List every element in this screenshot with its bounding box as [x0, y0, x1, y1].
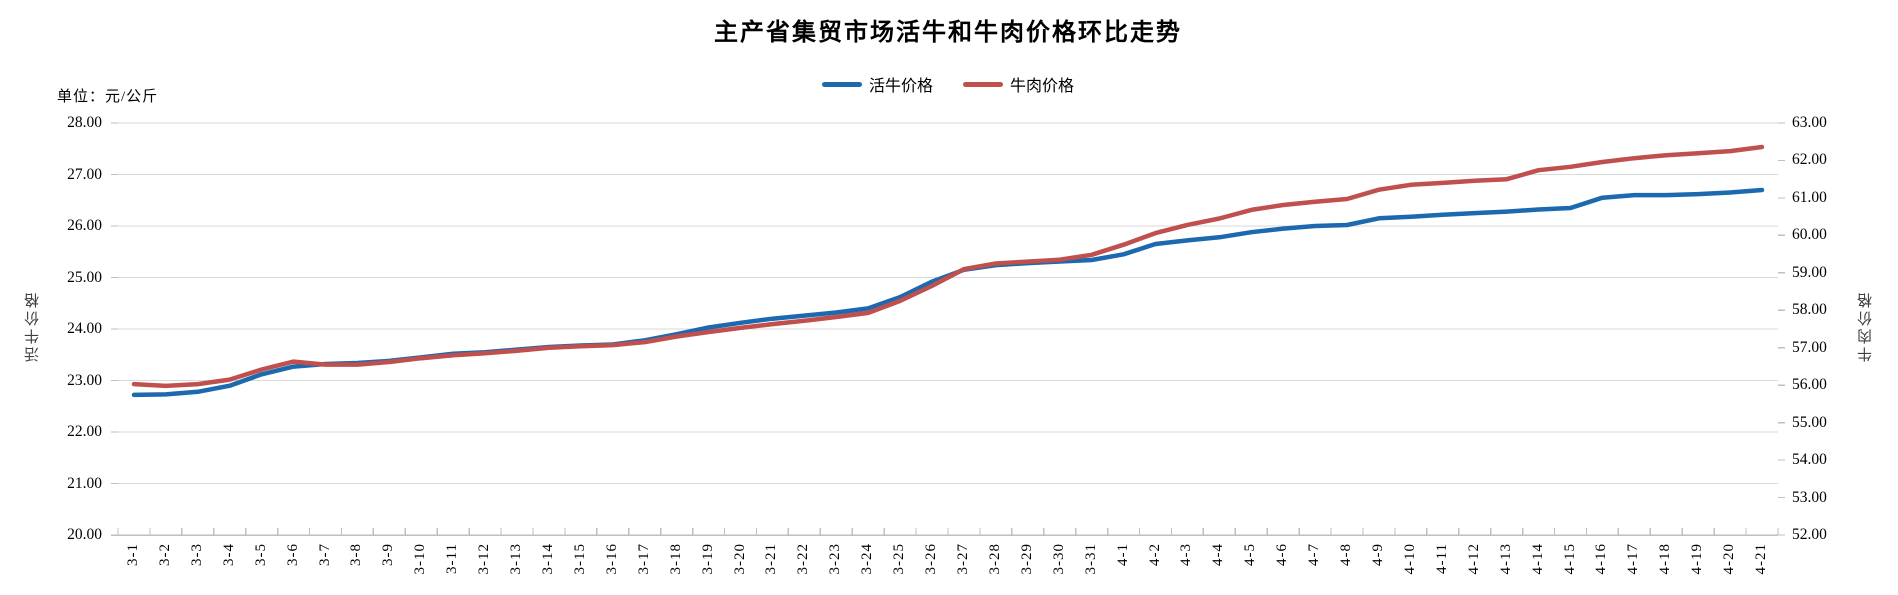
- x-axis-label: 4-6: [1274, 543, 1291, 566]
- x-axis-label: 3-24: [859, 543, 876, 575]
- x-axis-label: 3-20: [731, 543, 748, 575]
- x-axis-label: 4-7: [1306, 543, 1323, 566]
- x-axis-label: 4-16: [1593, 543, 1610, 575]
- chart-legend: 活牛价格 牛肉价格: [118, 72, 1778, 96]
- left-axis-tick-label: 25.00: [67, 268, 102, 286]
- right-axis-tick-label: 57.00: [1792, 338, 1827, 356]
- right-axis-tick-label: 56.00: [1792, 376, 1827, 394]
- x-axis-label: 4-2: [1146, 543, 1163, 566]
- x-axis-label: 4-19: [1689, 543, 1706, 575]
- x-axis-label: 3-6: [284, 543, 301, 566]
- legend-line-swatch-beef: [963, 81, 1003, 87]
- x-axis-label: 4-5: [1242, 543, 1259, 566]
- x-axis-label: 3-8: [348, 543, 365, 566]
- legend-label-beef: 牛肉价格: [1010, 78, 1075, 95]
- x-axis-label: 4-1: [1114, 543, 1131, 566]
- legend-item-live-cattle: 活牛价格: [821, 72, 933, 96]
- x-axis-label: 3-25: [891, 543, 908, 575]
- right-axis-tick-label: 59.00: [1792, 263, 1827, 281]
- x-axis-label: 3-15: [571, 543, 588, 575]
- right-axis-tick-label: 52.00: [1792, 526, 1827, 543]
- x-axis-label: 3-10: [412, 543, 429, 575]
- x-axis-label: 3-31: [1082, 543, 1099, 575]
- x-axis-label: 4-14: [1529, 543, 1546, 575]
- x-axis-label: 4-12: [1465, 543, 1482, 575]
- x-axis-label: 4-10: [1401, 543, 1418, 575]
- x-axis-label: 4-17: [1625, 543, 1642, 575]
- right-axis-tick-label: 62.00: [1792, 151, 1827, 169]
- x-axis-label: 3-7: [316, 543, 333, 566]
- left-axis-tick-label: 27.00: [67, 165, 102, 183]
- x-axis-label: 3-1: [124, 543, 141, 566]
- x-axis-label: 3-21: [763, 543, 780, 575]
- x-axis-label: 4-21: [1753, 543, 1770, 575]
- x-axis-label: 3-26: [923, 543, 940, 575]
- x-axis-label: 3-5: [252, 543, 269, 566]
- x-axis-label: 4-20: [1721, 543, 1738, 575]
- x-axis-label: 3-3: [188, 543, 205, 566]
- x-axis-label: 4-18: [1657, 543, 1674, 575]
- right-axis-tick-label: 55.00: [1792, 413, 1827, 431]
- left-axis-tick-label: 22.00: [67, 423, 102, 440]
- right-axis-tick-label: 54.00: [1792, 451, 1827, 469]
- x-axis-label: 3-18: [667, 543, 684, 575]
- x-axis-label: 3-2: [156, 543, 173, 566]
- x-axis-label: 3-29: [1018, 543, 1035, 575]
- x-axis-label: 4-9: [1369, 543, 1386, 566]
- unit-label: 单位：元/公斤: [57, 89, 159, 105]
- x-axis-label: 4-8: [1338, 543, 1355, 566]
- right-axis-tick-label: 53.00: [1792, 488, 1827, 506]
- x-axis-label: 3-9: [380, 543, 397, 566]
- x-axis-label: 3-11: [444, 543, 461, 574]
- left-axis-tick-label: 23.00: [67, 371, 102, 389]
- legend-line-swatch-live-cattle: [821, 81, 862, 87]
- right-axis-tick-label: 63.00: [1792, 114, 1827, 131]
- x-axis-label: 4-15: [1561, 543, 1578, 575]
- x-axis-label: 4-3: [1178, 543, 1195, 566]
- right-axis-tick-label: 58.00: [1792, 301, 1827, 319]
- series-line-beef: [131, 144, 1765, 389]
- left-axis-tick-label: 28.00: [67, 114, 102, 131]
- x-axis-label: 3-19: [699, 543, 716, 575]
- x-axis-label: 3-22: [795, 543, 812, 575]
- left-axis-tick-label: 26.00: [67, 217, 102, 234]
- right-axis-tick-label: 60.00: [1792, 226, 1827, 244]
- x-axis-label: 3-4: [220, 543, 237, 566]
- x-axis-label: 4-11: [1433, 543, 1450, 574]
- x-axis-label: 3-14: [539, 543, 556, 575]
- x-axis-label: 3-16: [603, 543, 620, 575]
- x-axis-label: 4-13: [1497, 543, 1514, 575]
- x-axis-label: 4-4: [1210, 543, 1227, 566]
- left-axis-tick-label: 21.00: [67, 474, 102, 492]
- x-axis-label: 3-17: [635, 543, 652, 575]
- x-axis-label: 3-12: [476, 543, 493, 575]
- chart-title: 主产省集贸市场活牛和牛肉价格环比走势: [714, 20, 1182, 46]
- left-axis-tick-label: 24.00: [67, 320, 102, 337]
- x-axis-label: 3-13: [508, 543, 525, 575]
- x-axis-label: 3-27: [954, 543, 971, 575]
- legend-label-live-cattle: 活牛价格: [868, 78, 933, 95]
- legend-item-beef: 牛肉价格: [963, 72, 1074, 96]
- x-axis-label: 3-30: [1050, 543, 1067, 575]
- left-axis-tick-label: 20.00: [67, 526, 102, 543]
- x-axis-label: 3-23: [827, 543, 844, 575]
- x-axis-label: 3-28: [986, 543, 1003, 575]
- right-axis-tick-label: 61.00: [1792, 188, 1827, 206]
